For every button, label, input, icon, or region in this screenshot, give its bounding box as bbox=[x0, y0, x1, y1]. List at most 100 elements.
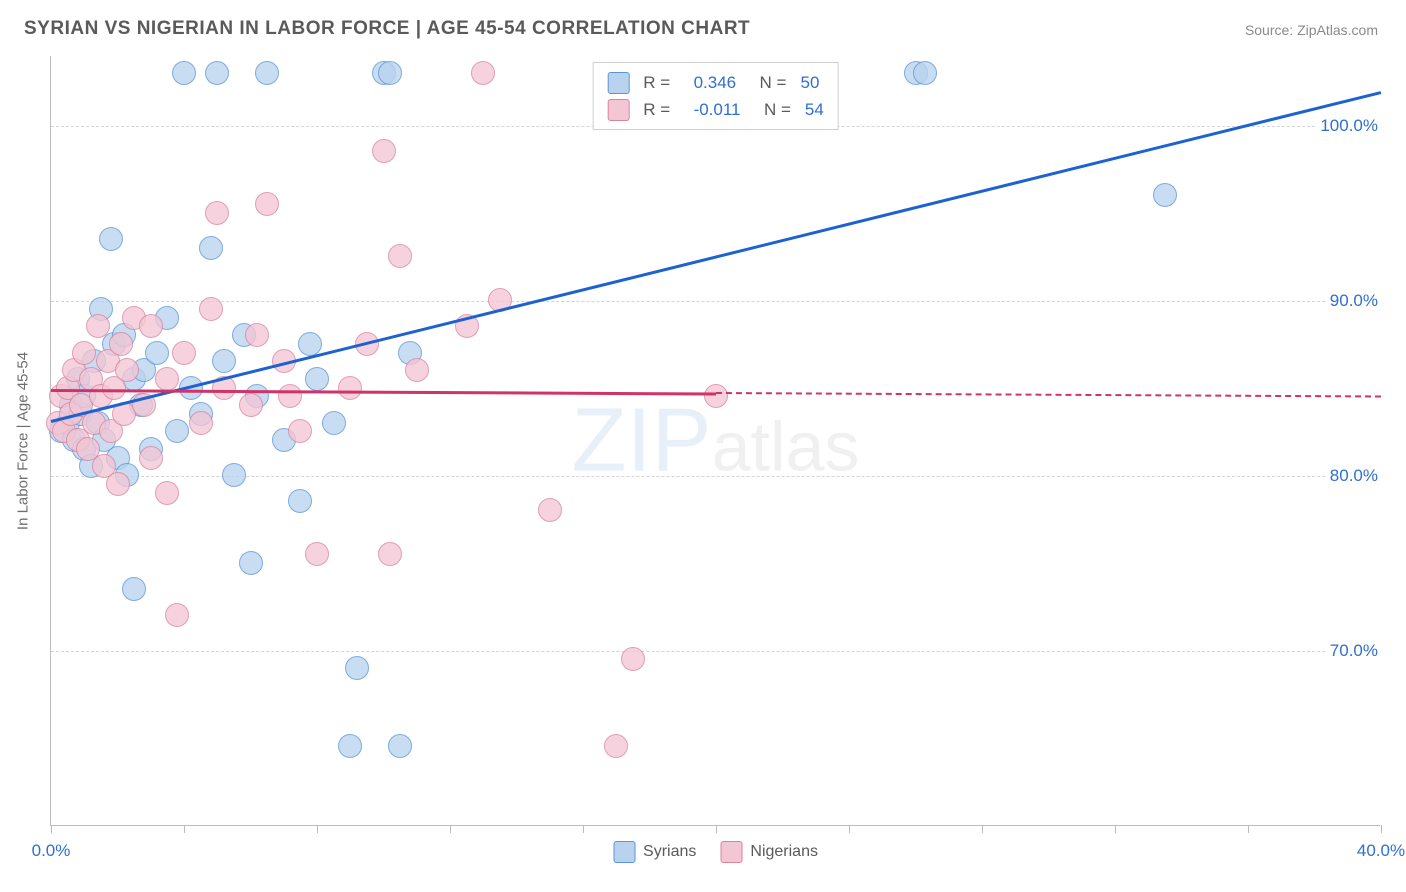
chart-title: SYRIAN VS NIGERIAN IN LABOR FORCE | AGE … bbox=[24, 18, 750, 40]
x-tick bbox=[1248, 825, 1249, 833]
data-point-syrians[interactable] bbox=[388, 734, 412, 758]
legend-label-nigerians: Nigerians bbox=[750, 843, 818, 861]
gridline-h bbox=[51, 651, 1380, 652]
stat-n-label: N = bbox=[755, 96, 791, 123]
gridline-h bbox=[51, 476, 1380, 477]
data-point-syrians[interactable] bbox=[338, 734, 362, 758]
data-point-nigerians[interactable] bbox=[139, 314, 163, 338]
data-point-nigerians[interactable] bbox=[155, 367, 179, 391]
data-point-nigerians[interactable] bbox=[205, 201, 229, 225]
data-point-nigerians[interactable] bbox=[109, 332, 133, 356]
stat-n-label: N = bbox=[750, 69, 786, 96]
data-point-syrians[interactable] bbox=[239, 551, 263, 575]
data-point-nigerians[interactable] bbox=[388, 244, 412, 268]
stats-swatch-syrians bbox=[607, 72, 629, 94]
data-point-syrians[interactable] bbox=[222, 463, 246, 487]
stat-n-value-nigerians: 54 bbox=[805, 96, 824, 123]
data-point-nigerians[interactable] bbox=[278, 384, 302, 408]
data-point-syrians[interactable] bbox=[199, 236, 223, 260]
data-point-syrians[interactable] bbox=[122, 577, 146, 601]
trendline-nigerians-extrapolated bbox=[716, 392, 1381, 397]
data-point-syrians[interactable] bbox=[172, 61, 196, 85]
correlation-stats-box: R = 0.346 N = 50 R = -0.011 N = 54 bbox=[592, 62, 839, 130]
data-point-nigerians[interactable] bbox=[288, 419, 312, 443]
data-point-nigerians[interactable] bbox=[106, 472, 130, 496]
x-tick bbox=[1115, 825, 1116, 833]
y-tick-label: 70.0% bbox=[1326, 641, 1382, 661]
legend-label-syrians: Syrians bbox=[643, 843, 696, 861]
source-prefix: Source: bbox=[1245, 22, 1297, 38]
data-point-syrians[interactable] bbox=[322, 411, 346, 435]
stats-swatch-nigerians bbox=[607, 99, 629, 121]
x-tick bbox=[450, 825, 451, 833]
data-point-nigerians[interactable] bbox=[245, 323, 269, 347]
watermark-part2: atlas bbox=[712, 406, 860, 486]
x-tick bbox=[1381, 825, 1382, 833]
data-point-nigerians[interactable] bbox=[239, 393, 263, 417]
legend-swatch-syrians bbox=[613, 841, 635, 863]
stat-n-value-syrians: 50 bbox=[800, 69, 819, 96]
x-tick bbox=[716, 825, 717, 833]
data-point-syrians[interactable] bbox=[212, 349, 236, 373]
stat-r-value-nigerians: -0.011 bbox=[694, 96, 741, 123]
source-link[interactable]: ZipAtlas.com bbox=[1297, 22, 1378, 38]
x-tick bbox=[184, 825, 185, 833]
data-point-nigerians[interactable] bbox=[405, 358, 429, 382]
data-point-nigerians[interactable] bbox=[604, 734, 628, 758]
y-axis-title: In Labor Force | Age 45-54 bbox=[15, 351, 32, 529]
data-point-nigerians[interactable] bbox=[115, 358, 139, 382]
data-point-syrians[interactable] bbox=[298, 332, 322, 356]
data-point-nigerians[interactable] bbox=[305, 542, 329, 566]
data-point-nigerians[interactable] bbox=[139, 446, 163, 470]
legend-item-syrians[interactable]: Syrians bbox=[613, 841, 696, 863]
stat-r-label: R = bbox=[643, 69, 679, 96]
data-point-syrians[interactable] bbox=[205, 61, 229, 85]
trendline-syrians bbox=[51, 91, 1382, 423]
data-point-nigerians[interactable] bbox=[338, 376, 362, 400]
y-tick-label: 80.0% bbox=[1326, 466, 1382, 486]
x-tick bbox=[982, 825, 983, 833]
data-point-nigerians[interactable] bbox=[199, 297, 223, 321]
x-tick bbox=[317, 825, 318, 833]
stat-r-value-syrians: 0.346 bbox=[694, 69, 737, 96]
x-tick bbox=[849, 825, 850, 833]
x-tick bbox=[583, 825, 584, 833]
data-point-nigerians[interactable] bbox=[72, 341, 96, 365]
x-tick-label: 0.0% bbox=[32, 841, 71, 861]
source-attribution: Source: ZipAtlas.com bbox=[1245, 22, 1378, 38]
data-point-nigerians[interactable] bbox=[255, 192, 279, 216]
legend: Syrians Nigerians bbox=[613, 841, 818, 863]
stat-r-label: R = bbox=[643, 96, 679, 123]
scatter-plot-area: In Labor Force | Age 45-54 ZIPatlas R = … bbox=[50, 56, 1380, 826]
data-point-syrians[interactable] bbox=[345, 656, 369, 680]
legend-item-nigerians[interactable]: Nigerians bbox=[720, 841, 818, 863]
x-tick bbox=[51, 825, 52, 833]
data-point-nigerians[interactable] bbox=[155, 481, 179, 505]
data-point-nigerians[interactable] bbox=[471, 61, 495, 85]
stats-row-syrians: R = 0.346 N = 50 bbox=[607, 69, 824, 96]
data-point-nigerians[interactable] bbox=[378, 542, 402, 566]
data-point-syrians[interactable] bbox=[305, 367, 329, 391]
y-tick-label: 90.0% bbox=[1326, 291, 1382, 311]
data-point-nigerians[interactable] bbox=[172, 341, 196, 365]
data-point-nigerians[interactable] bbox=[621, 647, 645, 671]
legend-swatch-nigerians bbox=[720, 841, 742, 863]
data-point-nigerians[interactable] bbox=[189, 411, 213, 435]
data-point-syrians[interactable] bbox=[913, 61, 937, 85]
data-point-nigerians[interactable] bbox=[704, 384, 728, 408]
data-point-nigerians[interactable] bbox=[165, 603, 189, 627]
gridline-h bbox=[51, 301, 1380, 302]
data-point-syrians[interactable] bbox=[99, 227, 123, 251]
data-point-syrians[interactable] bbox=[255, 61, 279, 85]
stats-row-nigerians: R = -0.011 N = 54 bbox=[607, 96, 824, 123]
data-point-syrians[interactable] bbox=[378, 61, 402, 85]
data-point-nigerians[interactable] bbox=[372, 139, 396, 163]
data-point-syrians[interactable] bbox=[1153, 183, 1177, 207]
data-point-syrians[interactable] bbox=[145, 341, 169, 365]
data-point-syrians[interactable] bbox=[288, 489, 312, 513]
x-tick-label: 40.0% bbox=[1357, 841, 1405, 861]
y-tick-label: 100.0% bbox=[1316, 116, 1382, 136]
data-point-nigerians[interactable] bbox=[538, 498, 562, 522]
data-point-syrians[interactable] bbox=[165, 419, 189, 443]
data-point-nigerians[interactable] bbox=[86, 314, 110, 338]
